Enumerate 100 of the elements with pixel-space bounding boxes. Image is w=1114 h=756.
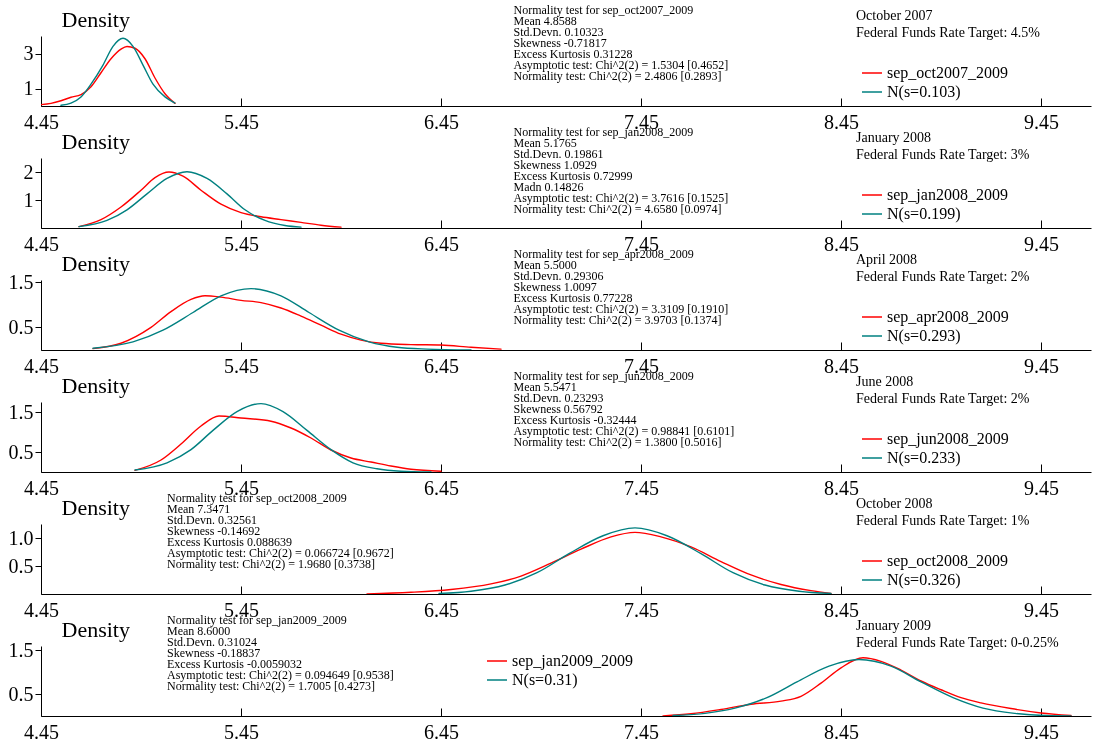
annotation: Excess Kurtosis -0.32444 bbox=[513, 413, 637, 427]
chart-subtitle: Federal Funds Rate Target: 0-0.25% bbox=[856, 635, 1059, 650]
x-tick-label: 5.45 bbox=[224, 110, 259, 133]
x-tick-label: 7.45 bbox=[624, 476, 659, 499]
chart-subtitle: Federal Funds Rate Target: 2% bbox=[856, 269, 1030, 284]
legend-label: N(s=0.326) bbox=[887, 571, 961, 589]
y-tick-label: 2 bbox=[23, 160, 34, 183]
line-series bbox=[78, 171, 302, 228]
legend-label: N(s=0.31) bbox=[512, 671, 578, 689]
x-tick-label: 8.45 bbox=[824, 354, 859, 377]
chart-title: January 2008 bbox=[856, 130, 932, 145]
y-axis-title: Density bbox=[61, 372, 130, 398]
legend-label: sep_apr2008_2009 bbox=[887, 308, 1009, 326]
y-axis-title: Density bbox=[61, 250, 130, 276]
legend-label: N(s=0.233) bbox=[887, 449, 961, 467]
chart-title: October 2007 bbox=[856, 8, 933, 23]
legend-label: N(s=0.103) bbox=[887, 83, 961, 101]
x-tick-label: 8.45 bbox=[824, 110, 859, 133]
x-tick-label: 4.45 bbox=[24, 110, 59, 133]
x-tick-label: 4.45 bbox=[24, 598, 59, 621]
chart-subtitle: Federal Funds Rate Target: 2% bbox=[856, 391, 1030, 406]
annotation: Std.Devn. 0.23293 bbox=[513, 391, 604, 405]
x-tick-label: 8.45 bbox=[824, 720, 859, 743]
line-series bbox=[134, 402, 432, 472]
annotation: Std.Devn. 0.10323 bbox=[513, 25, 604, 39]
y-tick-label: 1.0 bbox=[8, 526, 34, 549]
y-tick-label: 0.5 bbox=[8, 440, 34, 463]
y-axis-title: Density bbox=[61, 6, 130, 32]
x-tick-label: 6.45 bbox=[424, 720, 459, 743]
annotation: Excess Kurtosis -0.0059032 bbox=[167, 657, 302, 671]
legend-label: sep_oct2007_2009 bbox=[887, 64, 1008, 82]
y-tick-label: 3 bbox=[23, 42, 34, 64]
x-tick-label: 9.45 bbox=[1024, 110, 1059, 133]
x-tick-label: 8.45 bbox=[824, 232, 859, 255]
annotation: Asymptotic test: Chi^2(2) = 0.066724 [0.9672] bbox=[167, 546, 394, 560]
line-series bbox=[78, 171, 342, 228]
x-tick-label: 5.45 bbox=[224, 720, 259, 743]
x-tick-label: 5.45 bbox=[224, 354, 259, 377]
y-axis-title: Density bbox=[61, 128, 130, 154]
annotation: Std.Devn. 0.19861 bbox=[513, 147, 604, 161]
line-series bbox=[134, 415, 442, 472]
x-tick-label: 6.45 bbox=[424, 110, 459, 133]
y-axis-title: Density bbox=[61, 494, 130, 520]
y-axis-title: Density bbox=[61, 616, 130, 642]
x-tick-label: 8.45 bbox=[824, 476, 859, 499]
chart-subtitle: Federal Funds Rate Target: 4.5% bbox=[856, 25, 1041, 40]
y-tick-label: 1 bbox=[23, 77, 34, 99]
annotation: Skewness 1.0929 bbox=[513, 158, 597, 172]
annotation: Skewness 1.0097 bbox=[513, 280, 597, 294]
annotation: Skewness 0.56792 bbox=[513, 402, 603, 416]
text: Normality test for sep_oct2007_2009 bbox=[513, 3, 694, 17]
y-tick-label: 1.5 bbox=[8, 400, 34, 423]
y-tick-label: 1.5 bbox=[8, 270, 34, 293]
legend-label: sep_jun2008_2009 bbox=[887, 430, 1009, 448]
annotation: Skewness -0.71817 bbox=[513, 36, 607, 50]
chart-title: June 2008 bbox=[856, 374, 914, 389]
x-tick-label: 6.45 bbox=[424, 476, 459, 499]
annotation: Asymptotic test: Chi^2(2) = 0.094649 [0.9538] bbox=[167, 668, 394, 682]
annotation: Std.Devn. 0.31024 bbox=[167, 635, 257, 649]
legend-label: N(s=0.293) bbox=[887, 327, 961, 345]
legend-label: sep_jan2009_2009 bbox=[512, 652, 633, 670]
x-tick-label: 9.45 bbox=[1024, 720, 1059, 743]
annotation: Std.Devn. 0.29306 bbox=[513, 269, 604, 283]
chart-title: April 2008 bbox=[856, 252, 918, 267]
annotation: Skewness -0.14692 bbox=[167, 524, 261, 538]
y-tick-label: 0.5 bbox=[8, 315, 34, 338]
legend-label: sep_jan2008_2009 bbox=[887, 186, 1008, 204]
x-tick-label: 5.45 bbox=[224, 232, 259, 255]
x-tick-label: 9.45 bbox=[1024, 232, 1059, 255]
x-tick-label: 9.45 bbox=[1024, 598, 1059, 621]
annotation: Asymptotic test: Chi^2(2) = 3.3109 [0.1910] bbox=[513, 302, 729, 316]
annotation: Excess Kurtosis 0.72999 bbox=[513, 169, 633, 183]
line-series bbox=[92, 287, 472, 350]
annotation: Std.Devn. 0.32561 bbox=[167, 513, 257, 527]
chart-subtitle: Federal Funds Rate Target: 1% bbox=[856, 513, 1030, 528]
x-tick-label: 8.45 bbox=[824, 598, 859, 621]
x-tick-label: 4.45 bbox=[24, 354, 59, 377]
x-tick-label: 6.45 bbox=[424, 232, 459, 255]
chart-title: January 2009 bbox=[856, 618, 932, 633]
line-series bbox=[438, 527, 832, 594]
x-tick-label: 7.45 bbox=[624, 598, 659, 621]
text: Mean 4.8588 bbox=[513, 14, 577, 28]
x-tick-label: 7.45 bbox=[624, 720, 659, 743]
x-tick-label: 6.45 bbox=[424, 354, 459, 377]
line-series bbox=[41, 45, 176, 106]
annotation: Asymptotic test: Chi^2(2) = 3.7616 [0.1525] bbox=[513, 191, 729, 205]
y-tick-label: 0.5 bbox=[8, 682, 34, 705]
annotation: Excess Kurtosis 0.31228 bbox=[513, 47, 633, 61]
annotation: Excess Kurtosis 0.77228 bbox=[513, 291, 633, 305]
annotation: Asymptotic test: Chi^2(2) = 0.98841 [0.6101] bbox=[513, 424, 735, 438]
x-tick-label: 9.45 bbox=[1024, 354, 1059, 377]
y-tick-label: 1 bbox=[23, 188, 34, 211]
y-tick-label: 1.5 bbox=[8, 638, 34, 661]
y-tick-label: 0.5 bbox=[8, 554, 34, 577]
x-tick-label: 4.45 bbox=[24, 232, 59, 255]
x-tick-label: 4.45 bbox=[24, 476, 59, 499]
legend-label: sep_oct2008_2009 bbox=[887, 552, 1008, 570]
annotation: Excess Kurtosis 0.088639 bbox=[167, 535, 292, 549]
x-tick-label: 9.45 bbox=[1024, 476, 1059, 499]
annotation: Skewness -0.18837 bbox=[167, 646, 261, 660]
